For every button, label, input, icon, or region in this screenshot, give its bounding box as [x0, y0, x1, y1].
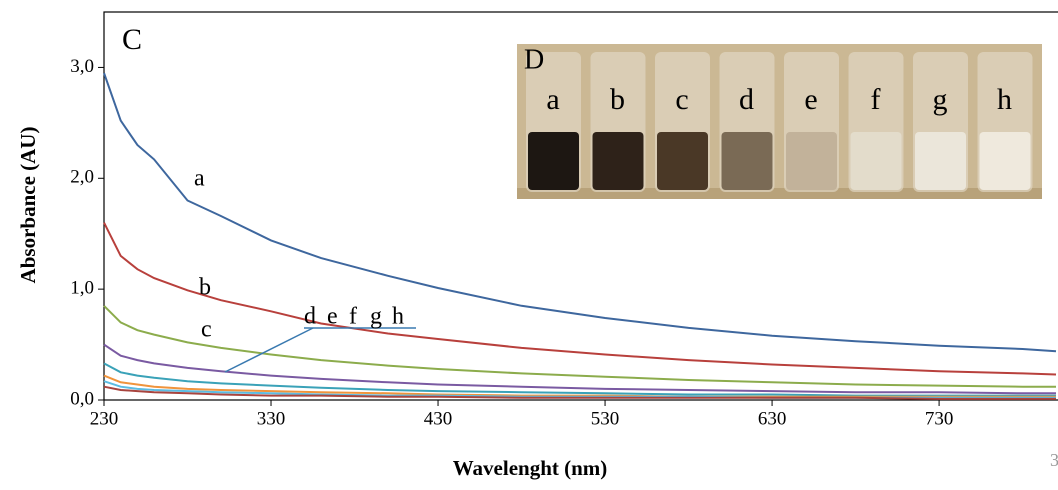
inset-label: D	[524, 44, 544, 75]
vial-liquid	[850, 132, 902, 190]
vial-label: c	[675, 83, 688, 116]
vial-label: e	[804, 83, 817, 116]
inset-photo: Da b c d e f g h	[517, 44, 1042, 199]
leader-line	[224, 327, 314, 373]
vial-liquid	[528, 132, 579, 190]
vial-liquid	[915, 132, 966, 190]
x-tick-label: 730	[925, 408, 954, 429]
x-axis-title: Wavelenght (nm)	[453, 456, 608, 480]
vial-liquid	[592, 132, 644, 190]
curve-label: c	[201, 317, 212, 343]
x-tick-label: 530	[591, 408, 620, 429]
inset-shelf	[517, 188, 1042, 199]
series-line	[103, 72, 1057, 353]
vial-label: g	[933, 83, 948, 116]
series-line	[103, 362, 1056, 397]
curve-label: g	[370, 304, 382, 330]
corner-mark: 3	[1050, 450, 1058, 470]
series-line	[103, 222, 1057, 376]
series-line	[103, 374, 1056, 398]
plot-frame	[103, 11, 1058, 401]
curve-label: f	[349, 304, 357, 330]
series-line	[103, 385, 1056, 400]
curve-label: e	[327, 304, 338, 330]
curve-label: d	[304, 304, 316, 330]
x-tick-label: 230	[90, 408, 119, 429]
y-tick-label: 2,0	[70, 167, 94, 188]
x-tick-label: 330	[257, 408, 286, 429]
curve-label: a	[194, 166, 205, 192]
series-line	[103, 305, 1056, 388]
x-tick-label: 630	[758, 408, 787, 429]
y-tick-label: 0,0	[70, 388, 94, 409]
y-tick-label: 3,0	[70, 56, 94, 77]
x-tick-label: 430	[424, 408, 453, 429]
panel-label: C	[122, 23, 142, 56]
vial-liquid	[786, 132, 837, 190]
curve-label: h	[392, 304, 404, 330]
vial-label: h	[997, 83, 1012, 116]
vial-liquid	[657, 132, 708, 190]
vial-label: b	[610, 83, 625, 116]
vial-label: a	[546, 83, 559, 116]
y-tick-label: 1,0	[70, 278, 94, 299]
vial-liquid	[979, 132, 1031, 190]
vial-liquid	[721, 132, 773, 190]
series-line	[103, 343, 1056, 395]
vial-label: f	[871, 83, 881, 116]
vial-label: d	[739, 83, 754, 116]
y-axis-title: Absorbance (AU)	[16, 127, 40, 284]
curve-label: b	[199, 275, 211, 301]
